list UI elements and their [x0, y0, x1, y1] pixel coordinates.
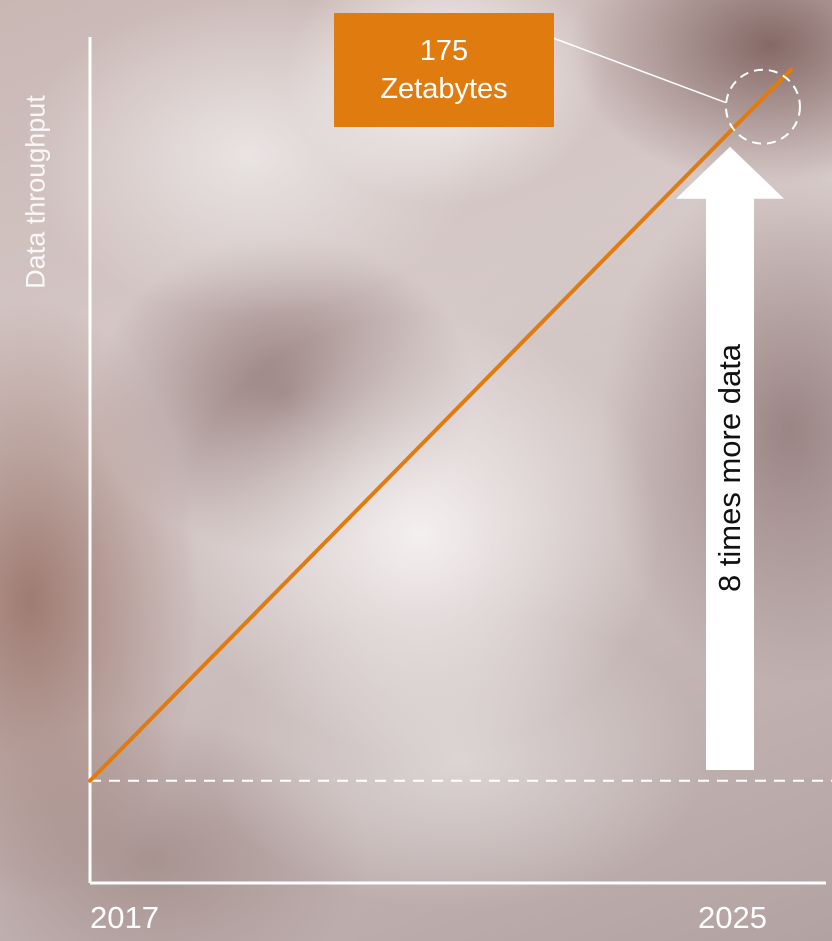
callout-unit: Zetabytes — [380, 73, 508, 105]
callout-value: 175 — [419, 35, 469, 67]
series-line — [88, 67, 793, 783]
x-tick-label-end: 2025 — [698, 900, 767, 935]
callout-leader-line — [552, 37, 727, 104]
up-arrow-shape — [676, 146, 784, 771]
endpoint-highlight-circle — [724, 68, 801, 145]
arrow-annotation: 8 times more data — [712, 343, 747, 593]
x-tick-label-start: 2017 — [90, 900, 159, 935]
callout-box: 175 Zetabytes — [334, 13, 554, 127]
